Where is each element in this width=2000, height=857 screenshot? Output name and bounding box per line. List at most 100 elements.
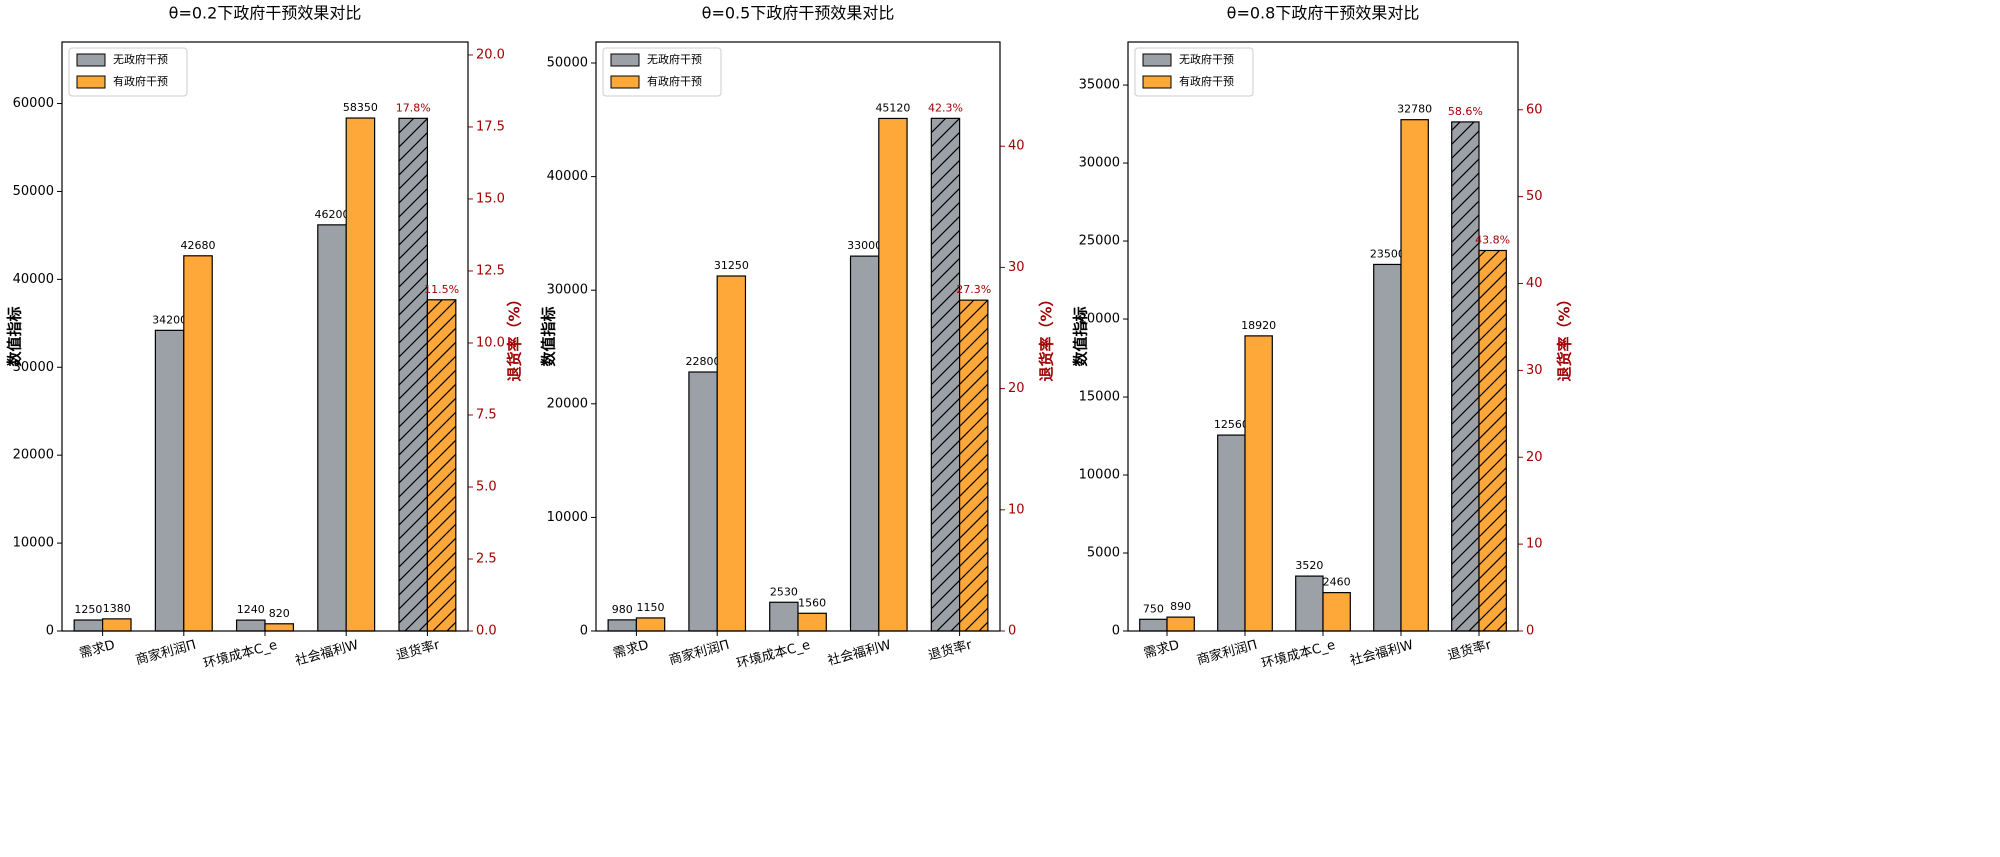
value-label: 1150 [637,601,665,614]
x-tick-label: 环境成本C_e [202,638,279,672]
y-tick-label: 30000 [1079,156,1120,171]
bar [1244,335,1273,632]
y2-axis-label: 退货率（%） [506,291,524,381]
x-tick-label: 社会福利W [826,637,893,669]
bar [235,619,266,632]
value-label: 1240 [237,603,265,616]
legend-label: 有政府干预 [647,74,702,88]
y-tick-label: 10000 [1079,468,1120,483]
value-label: 45120 [875,101,910,114]
bar [154,329,185,632]
y-axis-label: 数值指标 [1072,306,1090,366]
value-label: 3520 [1295,559,1323,572]
y2-tick-label: 17.5 [476,119,505,134]
y-tick-label: 5000 [1087,546,1120,561]
y-axis-label: 数值指标 [6,306,24,366]
y2-axis-label: 退货率（%） [1038,291,1056,381]
x-tick-label: 退货率r [927,637,975,664]
bar [1373,263,1402,632]
value-label: 33000 [847,239,882,252]
value-label: 2530 [770,585,798,598]
value-label: 32780 [1397,103,1432,116]
value-label: 23500 [1370,247,1405,260]
bar [716,275,747,632]
x-tick-label: 商家利润Π [667,637,731,668]
legend-label: 有政府干预 [113,74,168,88]
y2-tick-label: 30 [1008,260,1025,275]
bar [1322,592,1351,632]
legend-swatch [1142,75,1172,89]
bar [1400,119,1429,632]
x-tick-label: 需求D [612,638,651,662]
bar [797,612,827,632]
y2-tick-label: 0 [1526,624,1534,639]
bar [1139,618,1168,632]
x-tick-label: 环境成本C_e [1260,638,1337,672]
y2-tick-label: 0.0 [476,624,497,639]
legend-swatch [76,75,106,89]
legend-swatch [1142,53,1172,67]
x-tick-label: 退货率r [1446,637,1494,664]
bar [1451,121,1480,632]
x-tick-label: 商家利润Π [134,637,198,668]
bar [878,117,908,632]
value-label: 58350 [343,101,378,114]
y-tick-label: 10000 [547,510,588,525]
x-tick-label: 退货率r [394,637,442,664]
value-label: 2460 [1323,576,1351,589]
value-label: 890 [1170,600,1191,613]
legend-label: 有政府干预 [1179,74,1234,88]
y-tick-label: 15000 [1079,390,1120,405]
chart-title: θ=0.2下政府干预效果对比 [169,4,362,23]
y-tick-label: 0 [580,624,588,639]
y-tick-label: 40000 [547,169,588,184]
y-tick-label: 20000 [13,448,54,463]
bar [1166,616,1195,632]
legend-swatch [76,53,106,67]
value-label: 1250 [74,603,102,616]
bar [183,255,213,632]
x-tick-label: 需求D [78,638,117,662]
value-label: 1560 [798,596,826,609]
bar [317,224,347,632]
bar [635,617,666,632]
value-label: 34200 [152,313,187,326]
y-tick-label: 35000 [1079,78,1120,93]
value-label: 58.6% [1448,105,1483,118]
y-tick-label: 0 [46,624,54,639]
y-tick-label: 60000 [13,96,54,111]
value-label: 42680 [181,239,216,252]
legend-label: 无政府干预 [647,52,702,66]
chart-title: θ=0.5下政府干预效果对比 [702,4,895,23]
value-label: 980 [612,603,633,616]
bar [345,117,376,632]
plot-frame [61,41,469,632]
value-label: 820 [269,607,290,620]
y2-tick-label: 7.5 [476,407,497,422]
value-label: 22800 [686,355,721,368]
y-tick-label: 30000 [13,360,54,375]
y2-tick-label: 40 [1526,276,1543,291]
y-tick-label: 10000 [13,536,54,551]
y2-axis-label: 退货率（%） [1556,291,1574,381]
y2-tick-label: 15.0 [476,191,505,206]
y-tick-label: 50000 [13,184,54,199]
chart-title: θ=0.8下政府干预效果对比 [1227,4,1420,23]
y2-tick-label: 12.5 [476,263,505,278]
legend-swatch [610,53,640,67]
y2-tick-label: 20 [1526,450,1543,465]
bar [73,619,104,632]
y-tick-label: 40000 [13,272,54,287]
y2-tick-label: 20 [1008,381,1025,396]
bar [958,299,989,632]
y-tick-label: 50000 [547,56,588,71]
value-label: 18920 [1241,319,1276,332]
legend-swatch [610,75,640,89]
y-tick-label: 20000 [1079,312,1120,327]
bar [930,117,961,632]
bar [1295,575,1324,632]
value-label: 12560 [1214,418,1249,431]
value-label: 42.3% [928,101,963,114]
value-label: 27.3% [956,283,991,296]
legend-label: 无政府干预 [1179,52,1234,66]
